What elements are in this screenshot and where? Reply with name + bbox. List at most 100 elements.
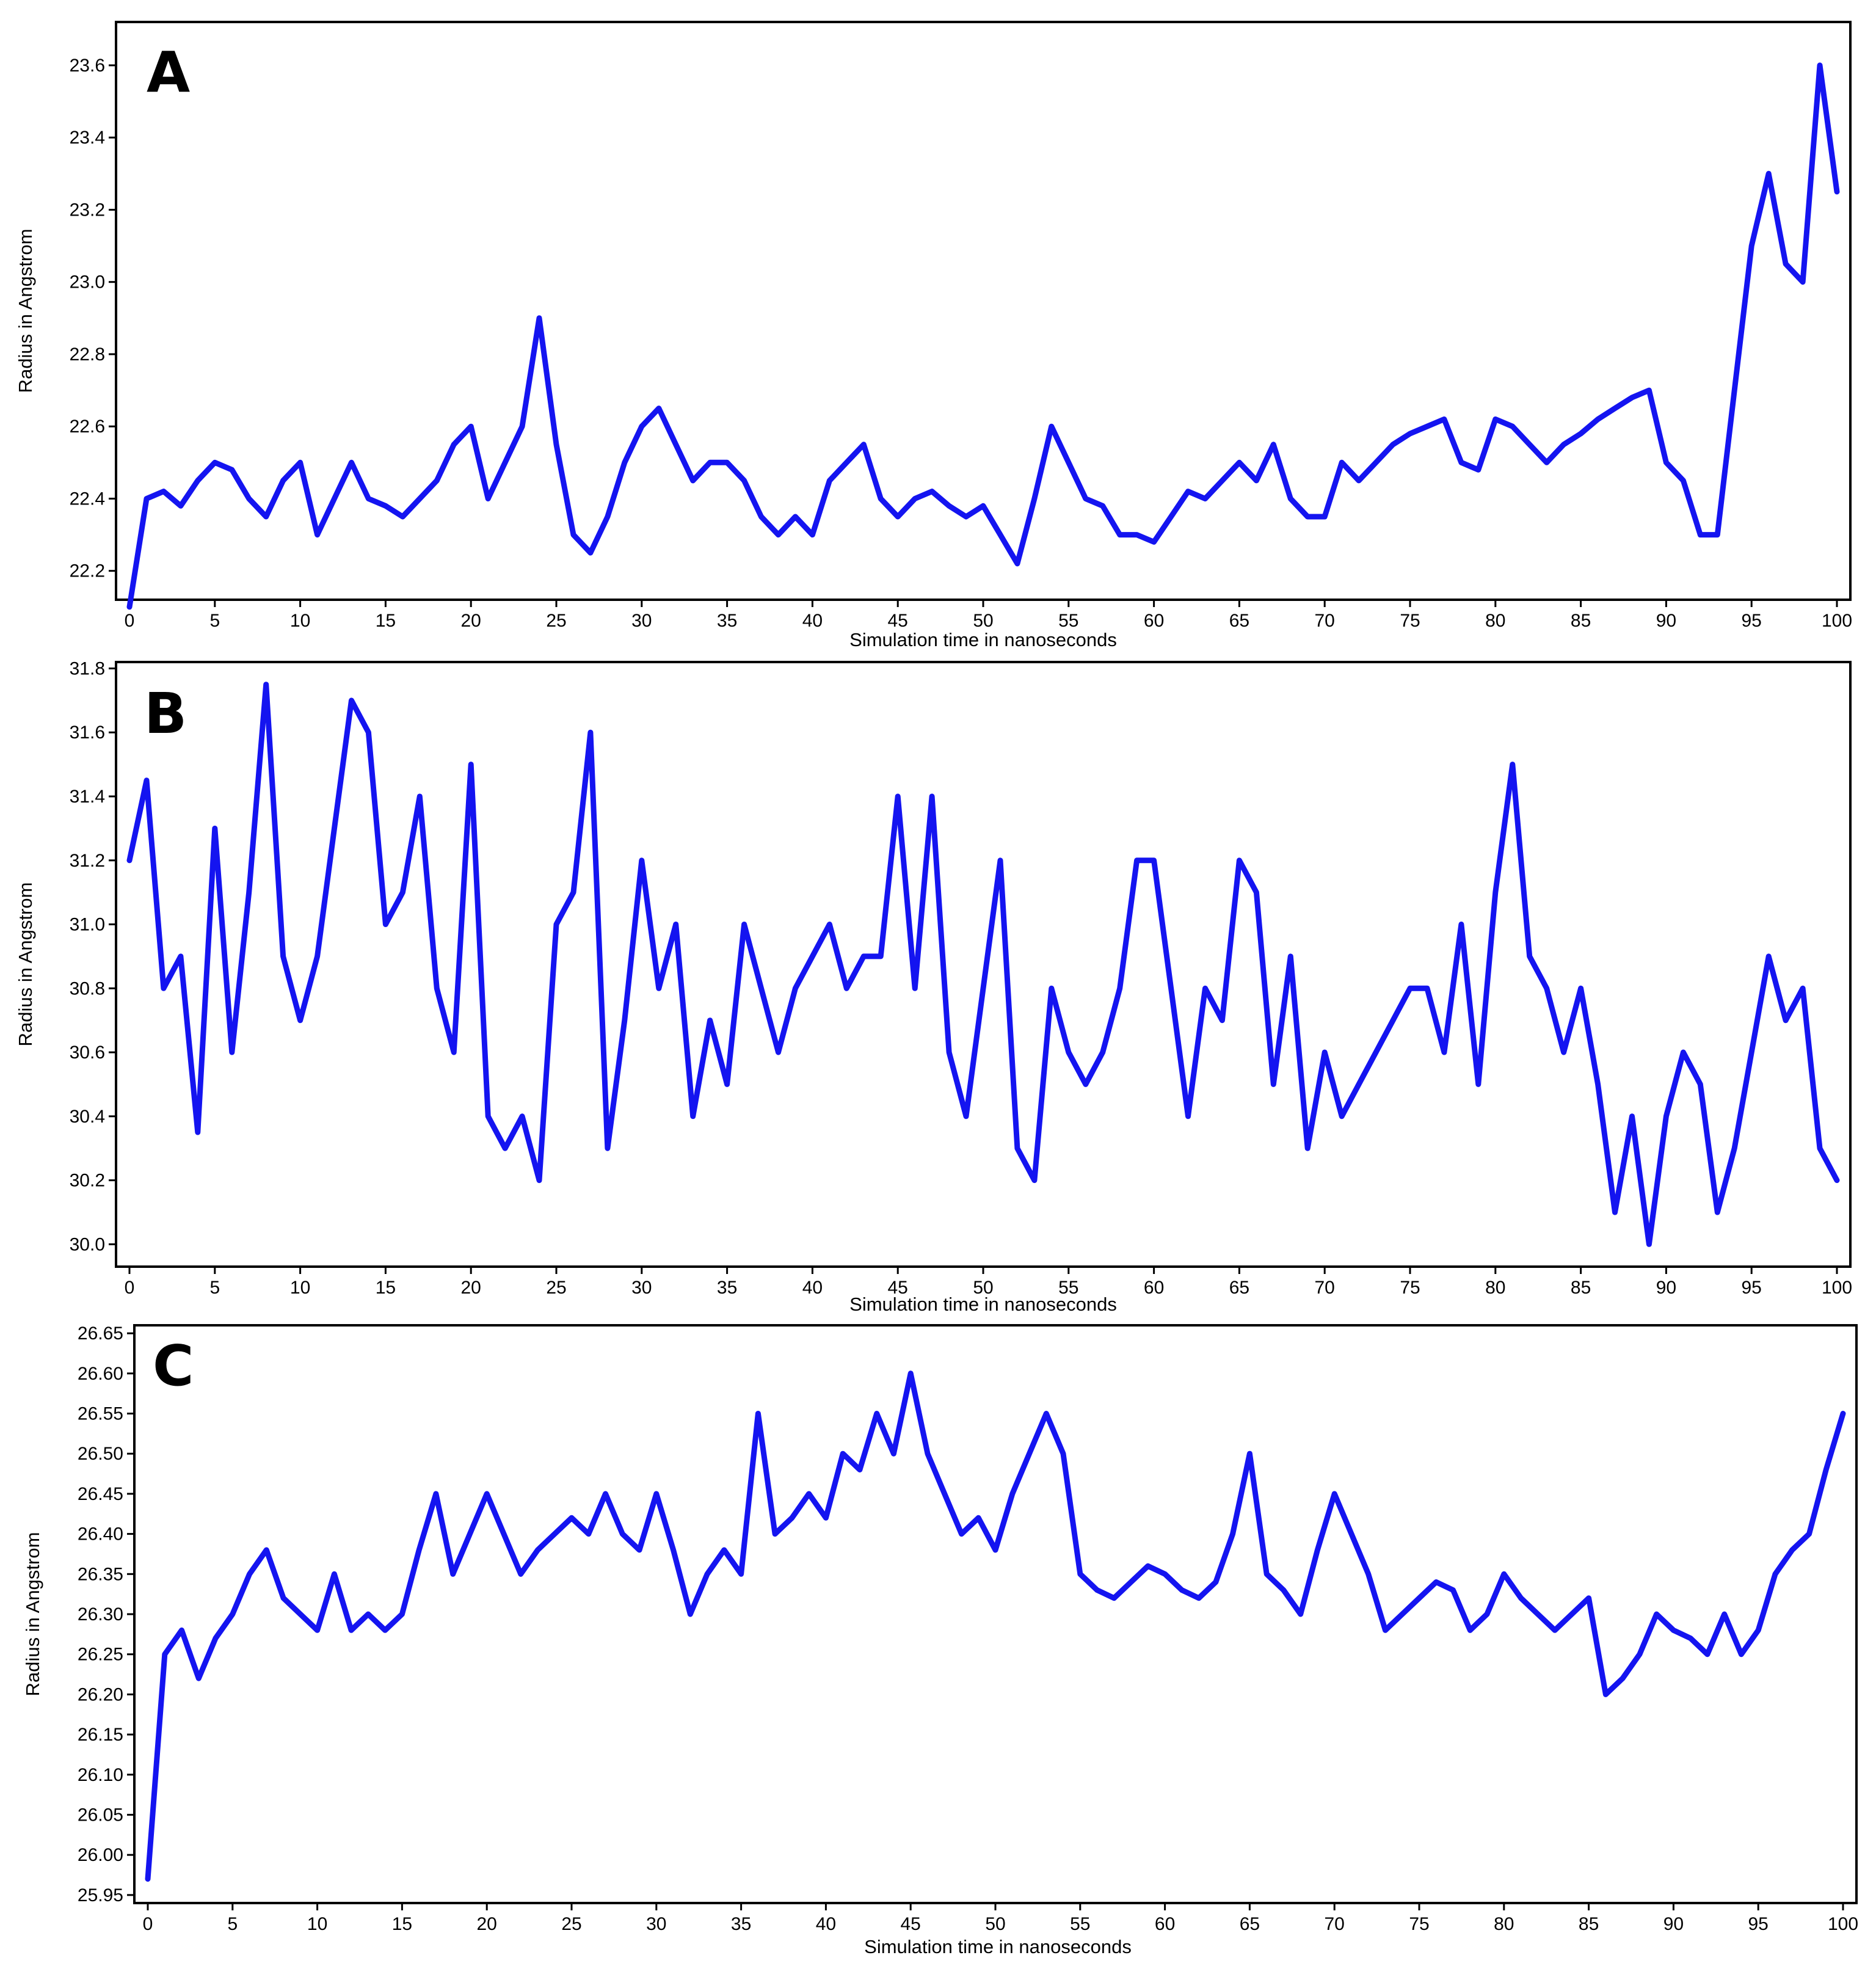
y-tick-label: 30.4 — [70, 1107, 105, 1127]
panel-c: 25.95 26.00 26.05 26.10 26.15 26.20 26.25 26.30… — [22, 1323, 1858, 1957]
y-tick-label: 30.8 — [70, 978, 105, 999]
x-tick-label: 70 — [1315, 611, 1335, 631]
x-tick-label: 60 — [1155, 1914, 1175, 1934]
x-tick-label: 80 — [1494, 1914, 1514, 1934]
series-line — [126, 62, 1840, 610]
x-tick-label: 60 — [1144, 611, 1164, 631]
y-tick-label: 23.4 — [70, 128, 105, 148]
x-tick-label: 55 — [1058, 611, 1078, 631]
x-tick-label: 65 — [1240, 1914, 1260, 1934]
x-tick-label: 75 — [1400, 1278, 1420, 1298]
y-tick-label: 31.0 — [70, 915, 105, 935]
y-tick-label: 26.20 — [78, 1684, 123, 1705]
x-tick-label: 40 — [816, 1914, 836, 1934]
y-tick-label: 26.65 — [78, 1323, 123, 1344]
y-tick-label: 26.05 — [78, 1805, 123, 1825]
y-tick-label: 23.2 — [70, 200, 105, 220]
x-tick-label: 20 — [461, 611, 481, 631]
panel-label: C — [153, 1333, 194, 1399]
x-tick-label: 10 — [307, 1914, 327, 1934]
x-tick-label: 25 — [561, 1914, 581, 1934]
x-tick-label: 85 — [1579, 1914, 1599, 1934]
x-tick-label: 80 — [1485, 611, 1505, 631]
y-axis-title: Radius in Angstrom — [22, 1532, 43, 1697]
x-axis-title: Simulation time in nanoseconds — [849, 1294, 1117, 1315]
y-tick-label: 26.25 — [78, 1645, 123, 1665]
x-axis-title: Simulation time in nanoseconds — [849, 629, 1117, 650]
y-axis-title: Radius in Angstrom — [15, 229, 36, 393]
x-axis: 0 5 10 15 20 25 30 35 40 45 50 55 60 65 70 75 80 85 90 95 10… — [125, 600, 1852, 631]
x-axis-title: Simulation time in nanoseconds — [864, 1936, 1132, 1957]
x-tick-label: 40 — [802, 1278, 823, 1298]
y-axis-title: Radius in Angstrom — [15, 883, 36, 1047]
y-tick-label: 26.45 — [78, 1484, 123, 1504]
x-tick-label: 75 — [1409, 1914, 1429, 1934]
y-tick-label: 31.6 — [70, 722, 105, 743]
x-tick-label: 90 — [1656, 611, 1676, 631]
plot-frame — [115, 661, 1852, 1268]
x-tick-label: 95 — [1748, 1914, 1769, 1934]
x-tick-label: 75 — [1400, 611, 1420, 631]
x-tick-label: 60 — [1144, 1278, 1164, 1298]
y-tick-label: 26.60 — [78, 1364, 123, 1384]
y-tick-label: 25.95 — [78, 1885, 123, 1905]
x-tick-label: 25 — [546, 1278, 566, 1298]
y-tick-label: 22.8 — [70, 344, 105, 365]
x-tick-label: 30 — [631, 1278, 652, 1298]
y-tick-label: 23.0 — [70, 272, 105, 293]
series-line — [145, 1370, 1846, 1882]
x-tick-label: 90 — [1656, 1278, 1676, 1298]
x-tick-label: 50 — [985, 1914, 1005, 1934]
x-tick-label: 90 — [1663, 1914, 1684, 1934]
x-tick-label: 25 — [546, 611, 566, 631]
x-tick-label: 5 — [209, 1278, 220, 1298]
x-tick-label: 35 — [731, 1914, 751, 1934]
y-tick-label: 31.2 — [70, 851, 105, 871]
x-tick-label: 85 — [1571, 611, 1591, 631]
x-tick-label: 50 — [973, 1278, 993, 1298]
x-tick-label: 0 — [125, 1278, 135, 1298]
y-tick-label: 30.6 — [70, 1043, 105, 1063]
x-tick-label: 95 — [1742, 611, 1762, 631]
x-tick-label: 85 — [1571, 1278, 1591, 1298]
y-tick-label: 30.2 — [70, 1171, 105, 1191]
x-tick-label: 55 — [1058, 1278, 1078, 1298]
y-tick-label: 26.00 — [78, 1845, 123, 1865]
x-tick-label: 100 — [1828, 1914, 1858, 1934]
y-tick-label: 31.8 — [70, 658, 105, 679]
y-axis: 22.2 22.4 22.6 22.8 23.0 23.2 23.4 23.6 — [70, 56, 116, 581]
y-tick-label: 23.6 — [70, 56, 105, 76]
y-tick-label: 22.2 — [70, 561, 105, 581]
x-tick-label: 5 — [227, 1914, 238, 1934]
x-tick-label: 65 — [1229, 611, 1249, 631]
panel-label: A — [147, 40, 190, 105]
y-tick-label: 26.35 — [78, 1564, 123, 1584]
x-tick-label: 50 — [973, 611, 993, 631]
panel-b: 30.0 30.2 30.4 30.6 30.8 31.0 31.2 31.4 31.6 31.8… — [15, 658, 1852, 1315]
y-tick-label: 26.10 — [78, 1765, 123, 1785]
y-axis: 25.95 26.00 26.05 26.10 26.15 26.20 26.25 26.30… — [78, 1323, 134, 1905]
x-tick-label: 55 — [1070, 1914, 1090, 1934]
plot-frame — [133, 1324, 1858, 1904]
x-tick-label: 70 — [1315, 1278, 1335, 1298]
x-tick-label: 70 — [1325, 1914, 1345, 1934]
panel-label: B — [144, 681, 187, 746]
x-tick-label: 35 — [717, 611, 737, 631]
y-tick-label: 26.50 — [78, 1444, 123, 1464]
x-tick-label: 100 — [1822, 611, 1852, 631]
x-axis: 0 5 10 15 20 25 30 35 40 45 50 55 60 65 70 75 80 85 90 95 10… — [125, 1267, 1852, 1298]
x-tick-label: 65 — [1229, 1278, 1249, 1298]
y-axis: 30.0 30.2 30.4 30.6 30.8 31.0 31.2 31.4 31.6 31.8 — [70, 658, 116, 1254]
y-tick-label: 26.30 — [78, 1604, 123, 1625]
x-tick-label: 0 — [125, 611, 135, 631]
y-tick-label: 31.4 — [70, 787, 105, 807]
x-tick-label: 30 — [646, 1914, 666, 1934]
x-axis: 0 5 10 15 20 25 30 35 40 45 50 55 60 65 70 75 80 85 90 95 10… — [143, 1903, 1858, 1934]
x-tick-label: 10 — [290, 611, 310, 631]
x-tick-label: 0 — [143, 1914, 153, 1934]
y-tick-label: 26.55 — [78, 1404, 123, 1424]
x-tick-label: 15 — [392, 1914, 412, 1934]
x-tick-label: 20 — [477, 1914, 497, 1934]
x-tick-label: 45 — [888, 611, 908, 631]
